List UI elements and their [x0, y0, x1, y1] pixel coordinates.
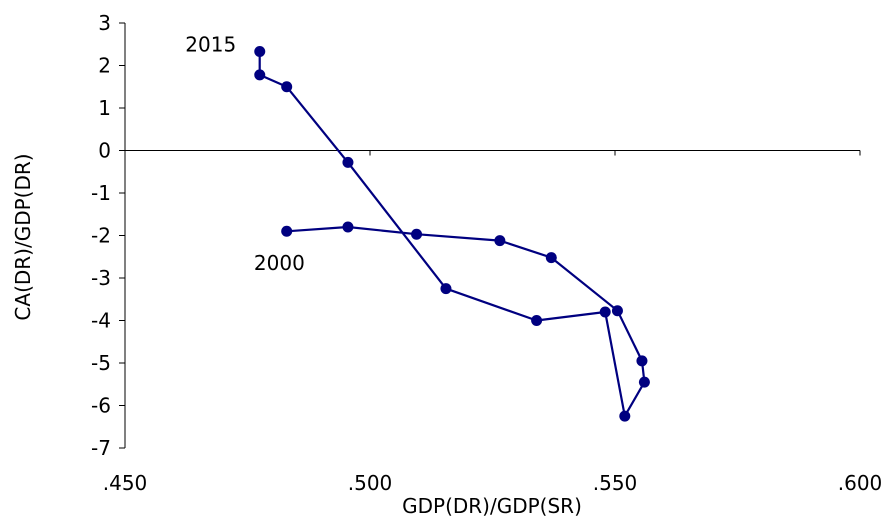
y-tick-label: -4	[91, 309, 111, 333]
x-tick-label: .550	[593, 471, 638, 495]
y-tick-label: -6	[91, 394, 111, 418]
data-point	[531, 315, 543, 326]
data-point	[440, 283, 452, 295]
data-point	[599, 306, 611, 318]
x-axis-title: GDP(DR)/GDP(SR)	[402, 494, 582, 518]
data-point	[545, 252, 557, 264]
x-tick-label: .500	[348, 471, 393, 495]
data-point	[281, 225, 293, 237]
year-annotation: 2015	[185, 32, 236, 56]
y-axis-title: CA(DR)/GDP(DR)	[11, 153, 35, 320]
x-tick-label: .450	[103, 471, 148, 495]
y-tick-label: 0	[98, 139, 111, 163]
series-line	[258, 51, 646, 418]
y-tick-label: -5	[91, 351, 111, 375]
data-point	[638, 376, 650, 388]
y-tick-label: -3	[91, 266, 111, 290]
y-tick-label: 3	[98, 11, 111, 35]
annotations: 2015 2000	[185, 32, 305, 275]
data-point	[619, 410, 631, 422]
data-point	[494, 235, 506, 247]
data-point	[254, 69, 266, 81]
y-tick-label: -7	[91, 436, 111, 460]
data-point	[281, 81, 293, 93]
x-tick-label: .600	[838, 471, 883, 495]
y-tick-label: -1	[91, 181, 111, 205]
year-annotation: 2000	[254, 251, 305, 275]
y-axis: 3 2 1 0 -1 -2 -3 -4 -5 -6 -7	[91, 11, 126, 460]
y-tick-label: -2	[91, 224, 111, 248]
data-point	[342, 221, 354, 233]
x-axis: .450 .500 .550 .600	[103, 150, 883, 495]
y-tick-label: 1	[98, 96, 111, 120]
data-point	[636, 355, 648, 367]
data-point	[611, 305, 623, 317]
data-point	[254, 45, 266, 57]
series	[254, 45, 650, 422]
y-tick-label: 2	[98, 54, 111, 78]
data-point	[342, 156, 354, 168]
data-point	[411, 228, 423, 240]
